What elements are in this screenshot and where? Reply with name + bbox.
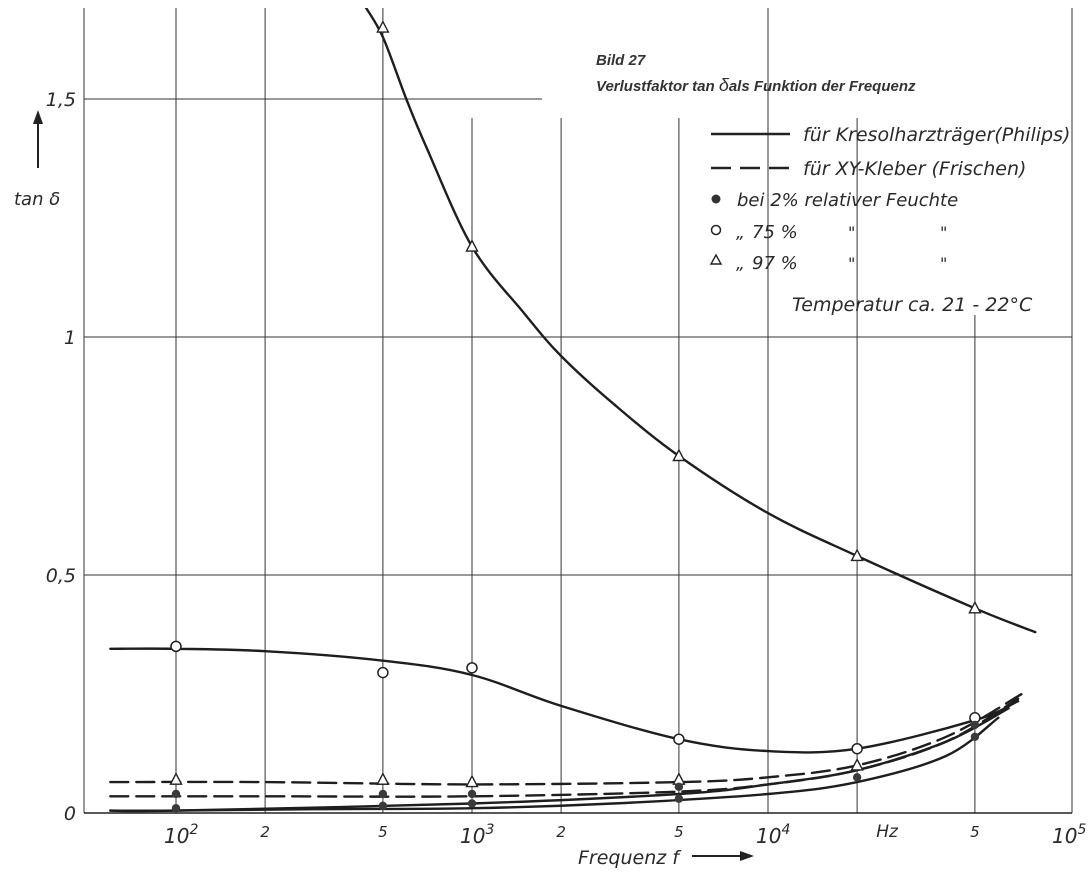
marker-triangle-0 xyxy=(376,20,390,33)
legend-triangle-marker xyxy=(709,253,723,265)
y-tick-label-2: 1 xyxy=(64,327,76,349)
legend-item-dashed: für XY-Kleber (Frischen) xyxy=(711,158,1026,180)
y-axis-title: tan δ xyxy=(14,189,60,210)
marker-dot-0 xyxy=(171,789,181,799)
marker-circle-2 xyxy=(466,662,478,674)
subtitle-delta: δ xyxy=(719,75,730,95)
legend-dashed-label: für XY-Kleber (Frischen) xyxy=(803,158,1026,180)
marker-dot-5 xyxy=(467,799,477,808)
curve-solid-0 xyxy=(364,8,1037,634)
legend-item-circle: „ 75 % " " xyxy=(710,222,947,243)
x-tick-base-9: 10 xyxy=(1052,824,1077,848)
legend-circle-prefix: „ xyxy=(736,223,745,243)
x-tick-label-7: Hz xyxy=(876,822,899,842)
marker-triangle-9 xyxy=(850,757,864,771)
marker-dot-1 xyxy=(171,804,181,813)
curves xyxy=(109,8,1037,813)
marker-dot-2 xyxy=(378,789,388,799)
x-axis-arrowhead xyxy=(740,851,754,861)
x-tick-exponent-9: 5 xyxy=(1077,822,1086,838)
legend-circle-ditto-2: " xyxy=(940,223,947,242)
y-tick-label-3: 1,5 xyxy=(46,89,76,111)
chart-title: Bild 27 xyxy=(596,52,646,69)
legend-solid-label: für Kresolharzträger(Philips) xyxy=(803,124,1070,146)
marker-triangle-2 xyxy=(672,448,686,462)
y-axis-arrowhead xyxy=(33,110,43,124)
legend-circle-label: 75 % xyxy=(752,222,798,243)
x-tick-label-6: 104 xyxy=(756,822,790,848)
x-tick-base-0: 10 xyxy=(164,824,189,848)
marker-triangle-1 xyxy=(465,239,479,252)
legend-triangle-prefix: „ xyxy=(736,254,745,274)
legend: für Kresolharzträger(Philips) für XY-Kle… xyxy=(709,124,1070,274)
marker-dot-8 xyxy=(852,773,862,782)
marker-dot-7 xyxy=(674,794,684,803)
curve-dashed-4 xyxy=(109,697,1020,798)
x-tick-label-8: 5 xyxy=(970,823,980,841)
x-axis-label: Frequenz f xyxy=(578,847,754,869)
marker-dot-4 xyxy=(467,789,477,799)
x-tick-exponent-0: 2 xyxy=(189,822,198,838)
x-tick-label-3: 103 xyxy=(460,822,494,848)
x-tick-label-0: 102 xyxy=(164,822,198,848)
legend-triangle-label: 97 % xyxy=(752,253,798,274)
x-tick-exponent-3: 3 xyxy=(485,822,494,838)
marker-dot-9 xyxy=(970,732,980,742)
legend-item-solid: für Kresolharzträger(Philips) xyxy=(711,124,1070,146)
marker-triangle-7 xyxy=(465,774,479,788)
markers xyxy=(169,20,982,813)
legend-circle-marker xyxy=(710,224,722,236)
marker-circle-1 xyxy=(377,666,389,679)
curve-solid-1 xyxy=(109,647,1020,754)
y-axis-label: tan δ xyxy=(14,110,60,210)
marker-triangle-8 xyxy=(672,772,686,785)
marker-triangle-4 xyxy=(968,600,982,614)
legend-dot-marker xyxy=(711,194,721,204)
grid xyxy=(83,8,1073,814)
legend-item-triangle: „ 97 % " " xyxy=(709,253,947,274)
x-tick-base-6: 10 xyxy=(756,824,781,848)
chart-subtitle: Verlustfaktor tan δals Funktion der Freq… xyxy=(596,75,916,95)
temperature-annotation: Temperatur ca. 21 - 22°C xyxy=(792,294,1033,316)
x-tick-labels: 102 2 5 103 2 5 104 Hz 5 105 xyxy=(164,822,1086,848)
x-tick-label-1: 2 xyxy=(260,823,270,841)
marker-dot-3 xyxy=(378,801,388,811)
y-tick-labels: 0 0,5 1 1,5 xyxy=(46,89,76,825)
x-tick-base-3: 10 xyxy=(460,824,485,848)
x-tick-label-9: 105 xyxy=(1052,822,1086,848)
x-tick-label-4: 2 xyxy=(556,823,566,841)
curve-dashed-5 xyxy=(109,692,1023,786)
y-tick-label-1: 0,5 xyxy=(46,565,76,587)
marker-dot-10 xyxy=(970,720,980,730)
marker-circle-0 xyxy=(170,640,182,653)
subtitle-part-2: als Funktion der Frequenz xyxy=(729,78,916,95)
x-tick-exponent-6: 4 xyxy=(781,822,790,838)
x-tick-label-5: 5 xyxy=(674,823,684,841)
marker-circle-4 xyxy=(851,742,863,755)
marker-circle-3 xyxy=(673,733,685,745)
subtitle-part-1: Verlustfaktor tan xyxy=(596,78,719,95)
legend-triangle-ditto-2: " xyxy=(940,254,947,273)
y-tick-label-0: 0 xyxy=(64,803,76,825)
legend-dot-label: bei 2% relativer Feuchte xyxy=(737,190,958,211)
marker-dot-6 xyxy=(674,782,684,792)
legend-circle-ditto-1: " xyxy=(848,223,855,242)
marker-triangle-6 xyxy=(376,772,390,785)
marker-triangle-3 xyxy=(850,548,864,562)
legend-triangle-ditto-1: " xyxy=(848,254,855,273)
x-tick-label-2: 5 xyxy=(378,823,388,841)
legend-item-dot: bei 2% relativer Feuchte xyxy=(711,190,958,211)
x-axis-title: Frequenz f xyxy=(578,847,682,869)
marker-triangle-5 xyxy=(169,772,183,785)
